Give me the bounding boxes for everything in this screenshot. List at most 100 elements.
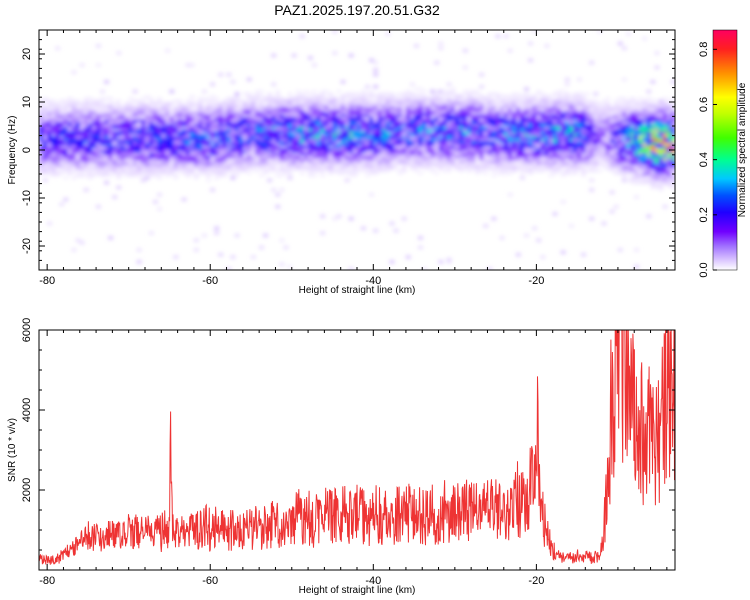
- heatmap-cell: [369, 130, 374, 134]
- heatmap-cell: [67, 102, 73, 105]
- heatmap-cell: [646, 152, 652, 156]
- heatmap-cell: [251, 111, 256, 115]
- heatmap-cell: [516, 92, 521, 96]
- heatmap-cell: [100, 99, 105, 103]
- heatmap-cell: [377, 123, 383, 127]
- heatmap-cell: [393, 229, 399, 233]
- heatmap-cell: [613, 138, 619, 141]
- heatmap-cell: [312, 166, 317, 170]
- heatmap-cell: [495, 34, 501, 38]
- heatmap-cell: [67, 126, 73, 129]
- heatmap-cell: [83, 169, 89, 173]
- heatmap-cell: [255, 128, 260, 132]
- heatmap-cell: [246, 109, 252, 113]
- heatmap-cell: [471, 121, 476, 125]
- heatmap-cell: [560, 164, 566, 168]
- heatmap-cell: [124, 159, 130, 163]
- heatmap-cell: [206, 174, 211, 177]
- heatmap-cell: [654, 114, 660, 117]
- heatmap-cell: [153, 111, 158, 115]
- heatmap-cell: [263, 111, 268, 115]
- heatmap-cell: [83, 97, 89, 101]
- heatmap-cell: [418, 138, 423, 141]
- heatmap-cell: [414, 157, 419, 161]
- heatmap-cell: [357, 154, 362, 158]
- heatmap-cell: [479, 130, 484, 134]
- heatmap-cell: [43, 135, 48, 139]
- heatmap-cell: [634, 123, 639, 127]
- heatmap-cell: [79, 116, 85, 120]
- heatmap-cell: [626, 116, 631, 120]
- heatmap-cell: [299, 114, 305, 117]
- heatmap-cell: [577, 154, 582, 158]
- heatmap-cell: [397, 133, 403, 137]
- heatmap-cell: [581, 104, 586, 108]
- heatmap-cell: [503, 114, 509, 117]
- heatmap-cell: [650, 176, 656, 180]
- heatmap-cell: [430, 145, 436, 149]
- heatmap-cell: [149, 157, 154, 161]
- heatmap-cell: [55, 162, 60, 165]
- heatmap-cell: [365, 126, 370, 129]
- heatmap-cell: [552, 162, 558, 165]
- heatmap-cell: [569, 123, 574, 127]
- heatmap-cell: [401, 118, 407, 122]
- heatmap-cell: [348, 118, 354, 122]
- heatmap-cell: [263, 123, 268, 127]
- heatmap-cell: [259, 246, 264, 249]
- heatmap-cell: [316, 114, 321, 117]
- heatmap-cell: [381, 157, 387, 161]
- heatmap-cell: [536, 162, 542, 165]
- heatmap-cell: [206, 126, 211, 129]
- heatmap-cell: [487, 135, 493, 139]
- heatmap-cell: [283, 154, 289, 158]
- heatmap-cell: [491, 150, 497, 153]
- heatmap-cell: [112, 138, 118, 141]
- heatmap-cell: [63, 104, 69, 108]
- heatmap-cell: [206, 135, 211, 139]
- heatmap-cell: [528, 147, 533, 151]
- heatmap-cell: [140, 111, 146, 115]
- heatmap-cell: [634, 133, 639, 137]
- heatmap-cell: [560, 90, 566, 93]
- heatmap-cell: [104, 111, 109, 115]
- heatmap-cell: [193, 162, 199, 165]
- heatmap-cell: [316, 102, 321, 105]
- heatmap-cell: [165, 126, 171, 129]
- heatmap-cell: [601, 130, 607, 134]
- heatmap-cell: [597, 104, 603, 108]
- heatmap-cell: [169, 171, 175, 175]
- heatmap-cell: [75, 138, 81, 141]
- heatmap-cell: [169, 140, 175, 144]
- heatmap-cell: [601, 128, 607, 132]
- heatmap-cell: [658, 164, 664, 168]
- heatmap-cell: [169, 133, 175, 137]
- heatmap-cell: [169, 111, 175, 115]
- heatmap-cell: [222, 159, 228, 163]
- heatmap-cell: [55, 164, 60, 168]
- heatmap-cell: [499, 145, 505, 149]
- heatmap-cell: [320, 145, 325, 149]
- heatmap-cell: [312, 159, 317, 163]
- heatmap-cell: [520, 99, 525, 103]
- heatmap-cell: [104, 159, 109, 163]
- heatmap-cell: [397, 118, 403, 122]
- heatmap-cell: [605, 109, 611, 113]
- heatmap-cell: [275, 99, 281, 103]
- heatmap-cell: [373, 61, 378, 65]
- heatmap-cell: [177, 126, 183, 129]
- heatmap-cell: [430, 130, 436, 134]
- heatmap-cell: [340, 162, 346, 165]
- heatmap-cell: [116, 109, 122, 113]
- heatmap-cell: [169, 123, 175, 127]
- heatmap-cell: [287, 154, 293, 158]
- heatmap-cell: [291, 150, 297, 153]
- heatmap-cell: [475, 123, 480, 127]
- heatmap-cell: [548, 150, 554, 153]
- heatmap-cell: [577, 114, 582, 117]
- heatmap-cell: [634, 174, 639, 177]
- heatmap-cell: [120, 152, 126, 156]
- heatmap-cell: [520, 94, 525, 98]
- heatmap-cell: [585, 114, 590, 117]
- heatmap-cell: [642, 123, 648, 127]
